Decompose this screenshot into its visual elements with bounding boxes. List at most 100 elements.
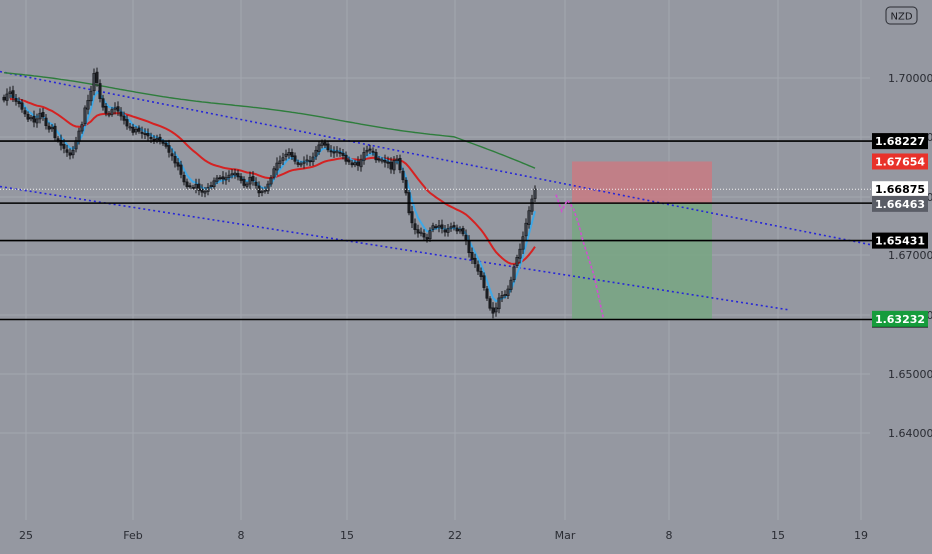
candle-body	[533, 188, 537, 199]
candle-body	[137, 127, 141, 132]
candle	[401, 167, 405, 183]
candle	[524, 218, 528, 241]
candle-body	[5, 93, 9, 101]
candle-body	[299, 163, 303, 166]
candle-body	[470, 252, 474, 260]
candle	[419, 227, 423, 237]
candle-body	[179, 164, 183, 175]
candle-body	[509, 279, 513, 290]
candle-body	[266, 183, 270, 192]
candle-body	[191, 187, 195, 189]
candle-body	[272, 168, 276, 178]
candle	[32, 110, 36, 128]
candle	[395, 155, 399, 165]
candle	[365, 145, 369, 157]
level-price-tag-text: 1.68227	[875, 135, 925, 148]
candle	[125, 115, 129, 130]
candle	[278, 155, 282, 169]
take-profit-price-tag: 1.63232	[872, 310, 928, 327]
candle	[284, 149, 288, 161]
candle-body	[530, 198, 534, 212]
candle-body	[95, 71, 99, 83]
candle-body	[146, 133, 150, 137]
candle	[206, 183, 210, 196]
candle	[212, 177, 216, 190]
candle-body	[308, 160, 312, 163]
candle-body	[521, 236, 525, 250]
candle-body	[320, 142, 324, 146]
price-axis[interactable]: 1.700001.690001.680001.670001.660001.650…	[872, 72, 932, 440]
candle-body	[374, 152, 378, 161]
candle-body	[242, 178, 246, 186]
candle	[236, 169, 240, 181]
candle	[416, 224, 420, 238]
candle-body	[302, 161, 306, 164]
candle	[485, 285, 489, 301]
candle-body	[494, 307, 498, 313]
horizontal-levels	[0, 140, 872, 321]
candle-body	[68, 152, 72, 156]
candle-body	[356, 161, 360, 166]
candle	[506, 285, 510, 300]
candle	[317, 141, 321, 155]
candle	[521, 231, 525, 254]
candle-body	[119, 111, 123, 117]
currency-badge[interactable]: NZD	[885, 6, 918, 25]
candle-body	[53, 125, 57, 139]
candle-body	[230, 173, 234, 176]
candle	[293, 152, 297, 165]
candle-body	[80, 124, 84, 132]
candle	[215, 175, 219, 184]
candle-body	[188, 185, 192, 188]
entry-price-tag-box	[872, 195, 928, 212]
candle-body	[20, 102, 24, 110]
candle-body	[401, 170, 405, 181]
candle-body	[488, 298, 492, 309]
candle	[518, 243, 522, 264]
candle-body	[296, 162, 300, 165]
candle	[446, 224, 450, 237]
time-tick-label: 19	[854, 529, 868, 542]
candle-body	[185, 181, 189, 187]
candle	[197, 178, 201, 196]
candle-body	[149, 136, 153, 140]
candle	[392, 156, 396, 175]
candle-body	[86, 100, 90, 110]
price-tick-label: 1.64000	[888, 427, 932, 440]
candle	[515, 254, 519, 269]
candle	[512, 264, 516, 283]
candle	[5, 88, 9, 106]
candle	[41, 107, 45, 121]
candle-body	[395, 158, 399, 161]
candle	[530, 194, 534, 215]
candle-body	[227, 174, 231, 178]
currency-badge-label: NZD	[890, 12, 912, 23]
time-tick-label: 8	[238, 529, 245, 542]
time-tick-label: 8	[666, 529, 673, 542]
candle	[173, 151, 177, 168]
candle-body	[281, 157, 285, 161]
candle	[254, 177, 258, 190]
candle-body	[389, 161, 393, 170]
candle	[281, 152, 285, 165]
candle	[368, 144, 372, 154]
candle	[209, 181, 213, 190]
candle-body	[35, 118, 39, 124]
candle-body	[290, 152, 294, 157]
candle	[497, 293, 501, 314]
candle	[383, 154, 387, 168]
candle	[53, 123, 57, 141]
current-price-tag: 1.66875	[872, 181, 928, 198]
candle	[473, 253, 477, 268]
time-axis[interactable]: 25 Feb 8 15 22 Mar 8 15 19	[19, 529, 868, 542]
candle	[29, 114, 33, 122]
candle-body	[431, 225, 435, 230]
candle	[35, 113, 39, 128]
candle	[527, 206, 531, 229]
candle-body	[524, 222, 528, 237]
candle-body	[350, 162, 354, 166]
candle-body	[311, 156, 315, 162]
candle	[239, 173, 243, 184]
